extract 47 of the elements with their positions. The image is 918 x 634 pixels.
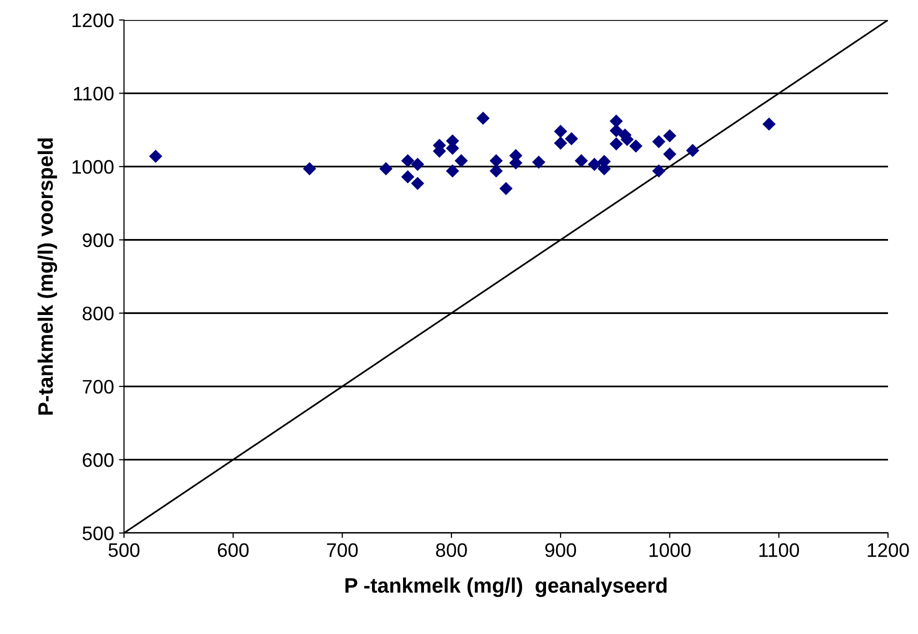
y-axis-title: P-tankmelk (mg/l) voorspeld (38, 138, 58, 415)
point (574, 154, 588, 168)
point (411, 176, 424, 190)
x-tick-label: 500 (108, 543, 140, 558)
point (401, 154, 414, 168)
y-tick-label: 800 (82, 306, 114, 320)
point (446, 164, 460, 178)
x-tick-label: 800 (436, 543, 467, 558)
point (610, 124, 623, 138)
y-tick-label: 700 (82, 380, 114, 394)
point (499, 182, 513, 196)
point (610, 137, 623, 150)
x-axis-title: P -tankmelk (mg/l) geanalyseerd (345, 578, 667, 598)
y-tick-label: 600 (82, 453, 114, 467)
x-tick-label: 600 (218, 543, 249, 558)
point (476, 112, 490, 125)
point (532, 156, 546, 169)
point (686, 144, 700, 158)
point (454, 154, 468, 168)
point (401, 170, 414, 184)
y-tick-label: 1000 (72, 160, 114, 174)
point (490, 164, 503, 178)
x-tick-label: 700 (327, 543, 358, 558)
x-tick-label: 1100 (759, 543, 800, 558)
point (610, 114, 623, 128)
x-tick-label: 900 (545, 543, 576, 558)
point (652, 135, 666, 148)
point (629, 139, 642, 153)
point (379, 162, 393, 176)
point (490, 154, 503, 168)
point (302, 162, 316, 176)
point (762, 117, 776, 131)
point (411, 158, 424, 171)
point (554, 124, 568, 138)
x-tick-label: 1000 (650, 543, 691, 558)
x-tick-label: 1200 (868, 543, 909, 558)
point (663, 148, 676, 161)
y-tick-label: 1100 (74, 86, 114, 101)
point (554, 136, 568, 150)
point (588, 158, 601, 171)
y-tick-label: 1200 (72, 13, 114, 28)
point (149, 150, 162, 163)
y-tick-label: 900 (82, 233, 114, 248)
point (652, 164, 666, 178)
y-tick-label: 500 (82, 526, 114, 540)
point (663, 129, 676, 142)
point (564, 132, 578, 146)
